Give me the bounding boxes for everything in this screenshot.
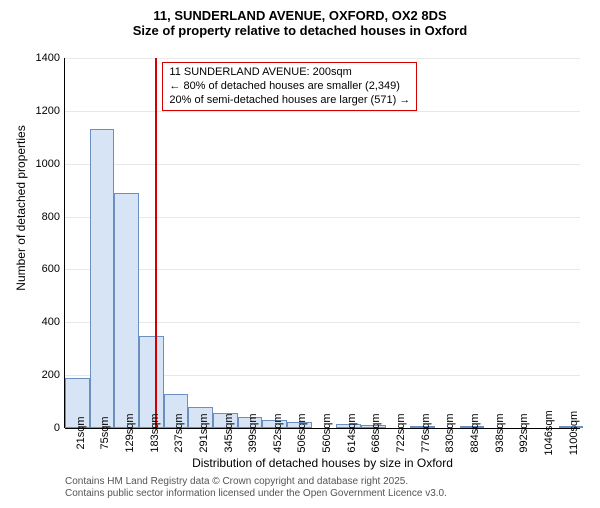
x-tick-label: 129sqm xyxy=(124,413,136,452)
histogram-bar xyxy=(114,193,139,428)
chart-title-line2: Size of property relative to detached ho… xyxy=(0,23,600,38)
footer-line1: Contains HM Land Registry data © Crown c… xyxy=(65,476,447,488)
chart-title-block: 11, SUNDERLAND AVENUE, OXFORD, OX2 8DS S… xyxy=(0,8,600,38)
x-tick-label: 668sqm xyxy=(370,413,382,452)
footer-line2: Contains public sector information licen… xyxy=(65,488,447,500)
x-tick-label: 75sqm xyxy=(99,416,111,449)
y-tick-label: 1200 xyxy=(24,105,60,117)
x-tick-label: 291sqm xyxy=(198,413,210,452)
y-tick-label: 600 xyxy=(24,263,60,275)
y-tick-label: 1400 xyxy=(24,52,60,64)
y-tick-label: 400 xyxy=(24,316,60,328)
x-tick-label: 183sqm xyxy=(149,413,161,452)
property-marker-line xyxy=(155,58,157,428)
plot-area: 11 SUNDERLAND AVENUE: 200sqm← 80% of det… xyxy=(65,58,580,428)
x-tick-label: 237sqm xyxy=(173,413,185,452)
y-tick-label: 200 xyxy=(24,369,60,381)
x-tick-label: 560sqm xyxy=(321,413,333,452)
y-axis-line xyxy=(64,58,65,428)
x-tick-label: 1046sqm xyxy=(543,410,555,455)
x-tick-label: 506sqm xyxy=(296,413,308,452)
annotation-line3: 20% of semi-detached houses are larger (… xyxy=(169,94,410,108)
chart-title-line1: 11, SUNDERLAND AVENUE, OXFORD, OX2 8DS xyxy=(0,8,600,23)
footer-attribution: Contains HM Land Registry data © Crown c… xyxy=(65,476,447,500)
x-tick-label: 399sqm xyxy=(247,413,259,452)
annotation-line2: ← 80% of detached houses are smaller (2,… xyxy=(169,80,410,94)
annotation-box: 11 SUNDERLAND AVENUE: 200sqm← 80% of det… xyxy=(162,62,417,111)
x-tick-label: 884sqm xyxy=(469,413,481,452)
x-tick-label: 1100sqm xyxy=(568,411,580,455)
x-tick-label: 722sqm xyxy=(395,413,407,452)
x-tick-label: 614sqm xyxy=(346,413,358,452)
y-tick-label: 0 xyxy=(24,422,60,434)
x-tick-label: 21sqm xyxy=(75,416,87,449)
annotation-line1: 11 SUNDERLAND AVENUE: 200sqm xyxy=(169,66,410,80)
y-tick-label: 1000 xyxy=(24,158,60,170)
x-tick-label: 776sqm xyxy=(420,413,432,452)
x-tick-label: 345sqm xyxy=(223,413,235,452)
x-tick-label: 830sqm xyxy=(444,413,456,452)
x-tick-label: 452sqm xyxy=(272,413,284,452)
y-tick-label: 800 xyxy=(24,211,60,223)
x-tick-label: 992sqm xyxy=(518,413,530,452)
x-axis-label: Distribution of detached houses by size … xyxy=(65,456,580,470)
histogram-bar xyxy=(90,129,115,428)
x-tick-label: 938sqm xyxy=(494,413,506,452)
